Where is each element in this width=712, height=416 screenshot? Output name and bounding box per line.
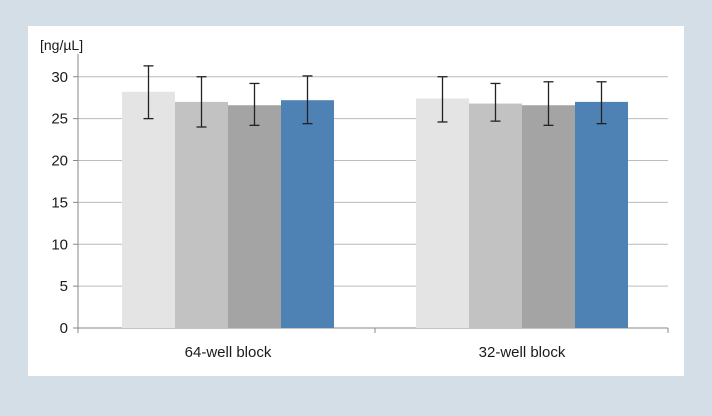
error-bars [143,65,607,128]
bar-s2-c1 [175,101,228,328]
bar-s3-c2 [522,105,575,328]
bar-chart: [ng/µL] 0 5 10 15 20 25 30 64-well block 32-well… [40,37,669,361]
bar-s4-c1 [281,100,334,328]
bar-s2-c2 [469,103,522,328]
y-tick-label: 20 [51,153,68,170]
y-tick-label: 10 [51,236,68,253]
bars [122,91,628,329]
x-category-label: 64-well block [185,344,272,361]
y-tick-label: 25 [51,111,68,128]
bar-s3-c1 [228,105,281,328]
y-tick-label: 15 [51,194,68,211]
labels: [ng/µL] 0 5 10 15 20 25 30 64-well block 32-well… [40,37,566,361]
x-category-label: 32-well block [479,344,566,361]
bar-s1-c2 [416,98,469,329]
y-axis-unit-label: [ng/µL] [40,37,83,53]
chart-panel: [ng/µL] 0 5 10 15 20 25 30 64-well block 32-well… [28,26,684,376]
y-tick-label: 5 [60,278,68,295]
bar-s1-c1 [122,91,175,328]
y-tick-label: 30 [51,69,68,86]
bar-s4-c2 [575,101,628,328]
y-tick-label: 0 [60,320,68,337]
